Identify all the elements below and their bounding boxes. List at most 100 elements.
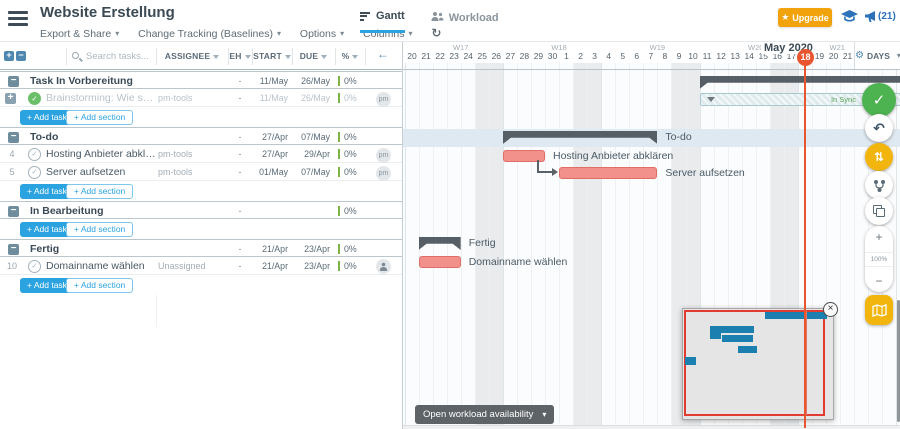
- collapse-section-icon[interactable]: −: [8, 243, 19, 255]
- branch-icon: [873, 179, 885, 192]
- hamburger-menu-icon[interactable]: [8, 11, 28, 27]
- tab-workload[interactable]: Workload: [431, 10, 499, 33]
- collapse-section-icon[interactable]: −: [8, 75, 19, 87]
- col-header-due[interactable]: DUE: [292, 51, 335, 61]
- horizontal-scrollbar[interactable]: [403, 425, 900, 429]
- collapse-section-icon[interactable]: −: [8, 131, 19, 143]
- gantt-chart-area: W17 W18 W19 W20 W21 20 21 22 23 24 25 26 27 28 29 30 1 2 3…: [402, 42, 900, 429]
- refresh-icon[interactable]: ↻: [431, 26, 442, 40]
- task-table: + − ASSIGNEE EH START DUE % ← −Task In V…: [0, 42, 402, 429]
- task-row: 5 ✓ Server aufsetzen pm-tools - 01/May 07/May 0…: [0, 163, 402, 181]
- expand-all-icon[interactable]: +: [4, 51, 14, 61]
- task-done-check-icon[interactable]: ✓: [28, 91, 41, 105]
- add-task-button[interactable]: + Add task: [20, 277, 74, 293]
- avatar: pm: [376, 166, 391, 181]
- section-name[interactable]: To-do: [30, 131, 59, 143]
- add-section-button[interactable]: + Add section: [66, 109, 134, 125]
- map-icon: [871, 303, 887, 317]
- add-section-button[interactable]: + Add section: [66, 277, 134, 293]
- auto-schedule-button[interactable]: ⇅: [865, 143, 893, 171]
- gantt-task-bar[interactable]: [418, 256, 461, 268]
- minimap-close-icon[interactable]: ×: [823, 302, 838, 317]
- section-row: − Fertig - 21/Apr 23/Apr 0%: [0, 239, 402, 257]
- menu-change-tracking[interactable]: Change Tracking (Baselines) ▾: [138, 28, 281, 40]
- gantt-task-bar[interactable]: [502, 150, 545, 162]
- notification-count[interactable]: (21): [878, 11, 896, 22]
- day-gridline: [573, 63, 575, 425]
- section-name[interactable]: Fertig: [30, 243, 60, 255]
- add-task-button[interactable]: + Add task: [20, 221, 74, 237]
- minimap-toggle-button[interactable]: [865, 295, 893, 325]
- task-name[interactable]: Brainstorming: Wie soll die ...: [46, 92, 156, 104]
- search-input[interactable]: [86, 48, 152, 64]
- workload-availability-button[interactable]: Open workload availability ▾: [415, 405, 555, 424]
- tab-gantt[interactable]: Gantt: [360, 10, 405, 33]
- day-gridline: [530, 63, 532, 425]
- add-section-button[interactable]: + Add section: [66, 221, 134, 237]
- add-section-button[interactable]: + Add section: [66, 183, 134, 199]
- table-header: + − ASSIGNEE EH START DUE % ←: [0, 42, 402, 70]
- zoom-out-button[interactable]: −: [875, 274, 883, 288]
- dependency-line: [536, 171, 553, 173]
- graduation-cap-icon[interactable]: [841, 10, 858, 28]
- critical-path-button[interactable]: [865, 171, 893, 199]
- timeline-day: 2: [578, 51, 583, 61]
- timeline-day: 8: [662, 51, 668, 61]
- add-row: + Add task + Add section: [0, 107, 402, 127]
- project-title: Website Erstellung: [40, 4, 175, 21]
- task-open-check-icon[interactable]: ✓: [28, 147, 41, 161]
- due-date: 07/May: [301, 167, 330, 177]
- due-date: 29/Apr: [304, 149, 330, 159]
- estimated-hours: -: [238, 206, 242, 216]
- task-name[interactable]: Hosting Anbieter abklären: [46, 148, 156, 160]
- copy-button[interactable]: [865, 197, 893, 225]
- col-header-eh[interactable]: EH: [228, 51, 252, 61]
- gantt-bar-label: Hosting Anbieter abklären: [553, 150, 674, 162]
- day-gridline: [587, 63, 589, 425]
- section-name[interactable]: Task In Vorbereitung: [30, 75, 133, 87]
- day-gridline: [685, 63, 687, 425]
- task-row: 10 ✓ Domainname wählen Unassigned - 21/Apr 23/…: [0, 257, 402, 275]
- add-task-button[interactable]: + Add task: [20, 183, 74, 199]
- assignee: pm-tools: [158, 93, 193, 103]
- section-name[interactable]: In Bearbeitung: [30, 205, 104, 217]
- gantt-summary-bar[interactable]: [419, 237, 461, 250]
- start-date: 27/Apr: [262, 132, 288, 142]
- col-header-assignee[interactable]: ASSIGNEE: [158, 51, 226, 61]
- task-row: + ✓ Brainstorming: Wie soll die ...pm-tool…: [0, 89, 402, 107]
- vertical-scrollbar[interactable]: [897, 300, 900, 422]
- gantt-task-bar[interactable]: [559, 167, 658, 179]
- megaphone-icon[interactable]: [864, 10, 877, 28]
- undo-button[interactable]: ↶: [865, 114, 893, 142]
- task-open-check-icon[interactable]: ✓: [28, 259, 41, 273]
- collapse-all-icon[interactable]: −: [16, 51, 26, 61]
- search-icon: [72, 52, 79, 59]
- menu-export-share[interactable]: Export & Share ▾: [40, 28, 120, 40]
- upgrade-button[interactable]: ★ Upgrade: [778, 8, 832, 27]
- task-open-check-icon[interactable]: ✓: [28, 165, 41, 179]
- menu-options[interactable]: Options ▾: [299, 28, 345, 40]
- due-date: 23/Apr: [304, 244, 330, 254]
- progress-tick: [338, 93, 340, 103]
- assignee: pm-tools: [158, 167, 193, 177]
- expand-subtasks-icon[interactable]: +: [5, 92, 16, 104]
- day-gridline: [446, 63, 448, 425]
- timeline-day: 21: [842, 51, 853, 61]
- collapse-section-icon[interactable]: −: [8, 205, 19, 217]
- baseline-sync-bar[interactable]: In Sync: [699, 93, 900, 106]
- add-task-button[interactable]: + Add task: [20, 109, 74, 125]
- row-number: 10: [6, 261, 17, 271]
- saved-check-button[interactable]: ✓: [862, 83, 896, 117]
- timescale-dropdown[interactable]: ⚙ DAYS ▾: [854, 42, 900, 69]
- minimap-today-line: [806, 311, 807, 415]
- menu-bar: Export & Share ▾ Change Tracking (Baselin…: [40, 26, 441, 40]
- day-gridline: [713, 63, 715, 425]
- day-gridline: [741, 63, 743, 425]
- task-name[interactable]: Domainname wählen: [46, 260, 145, 272]
- zoom-in-button[interactable]: +: [875, 230, 883, 244]
- task-name[interactable]: Server aufsetzen: [46, 166, 126, 178]
- col-header-percent[interactable]: %: [335, 51, 365, 61]
- day-gridline: [727, 63, 729, 425]
- col-header-start[interactable]: START: [252, 51, 292, 61]
- collapse-panel-arrow-icon[interactable]: ←: [376, 47, 390, 61]
